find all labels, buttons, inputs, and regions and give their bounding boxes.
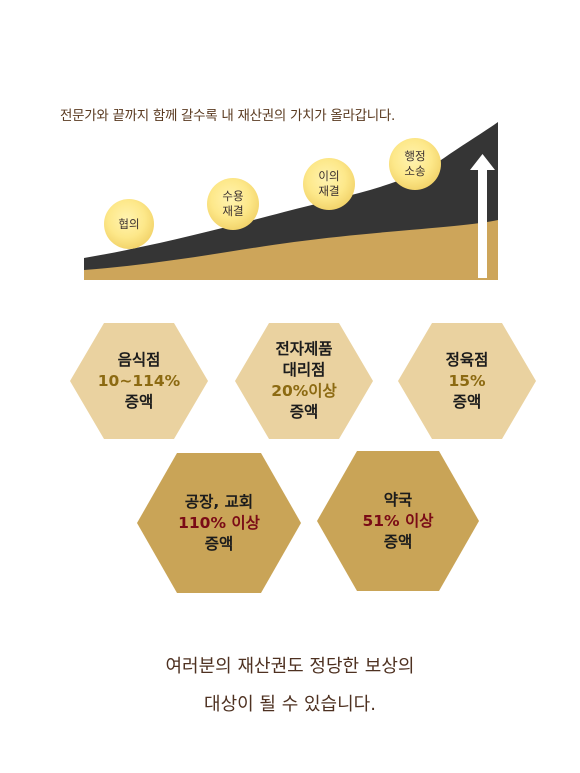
hex-factory-suffix: 증액 [204,534,234,553]
hex-restaurant-pct: 10~114% [97,371,181,390]
footer-line2: 대상이 될 수 있습니다. [204,694,376,715]
hex-factory-church: 공장, 교회 110% 이상 증액 [137,453,301,593]
hex-electronics-label2: 대리점 [282,361,326,379]
stage-expropriation: 수용 재결 [207,178,259,230]
hex-electronics-pct: 20%이상 [271,382,337,400]
footer-message: 여러분의 재산권도 정당한 보상의 대상이 될 수 있습니다. [0,648,580,724]
up-arrow-icon [470,154,495,278]
stage-objection: 이의 재결 [303,158,355,210]
hex-butcher-pct: 15% [448,371,486,390]
hex-electronics-label1: 전자제품 [275,340,333,358]
stage-negotiation: 협의 [104,199,154,249]
hex-restaurant-suffix: 증액 [124,392,154,411]
hex-pharmacy-label: 약국 [383,490,413,509]
hex-pharmacy: 약국 51% 이상 증액 [317,451,479,591]
stage-lawsuit: 행정 소송 [389,138,441,190]
footer-line1: 여러분의 재산권도 정당한 보상의 [165,656,415,677]
gold-band [84,220,498,280]
stage-lawsuit-label1: 행정 [404,149,426,163]
hex-butcher-suffix: 증액 [452,392,482,411]
hex-butcher-shop: 정육점 15% 증액 [398,323,536,439]
hex-factory-label: 공장, 교회 [184,492,254,511]
hex-electronics-store: 전자제품 대리점 20%이상 증액 [235,323,373,439]
hex-factory-pct: 110% 이상 [178,513,260,532]
stage-objection-label2: 재결 [318,184,340,198]
hex-pharmacy-pct: 51% 이상 [362,511,434,530]
hex-pharmacy-suffix: 증액 [383,532,413,551]
stage-negotiation-label: 협의 [118,216,140,231]
hex-butcher-label: 정육점 [445,350,489,369]
hex-electronics-suffix: 증액 [289,403,319,421]
stage-expropriation-label2: 재결 [222,204,244,218]
hex-restaurant: 음식점 10~114% 증액 [70,323,208,439]
headline: 전문가와 끝까지 함께 갈수록 내 재산권의 가치가 올라갑니다. [60,108,395,124]
stage-lawsuit-label2: 소송 [404,164,426,178]
growth-chart [84,122,498,280]
stage-expropriation-label1: 수용 [222,189,244,203]
hex-restaurant-label: 음식점 [117,350,161,369]
stage-objection-label1: 이의 [318,169,340,183]
